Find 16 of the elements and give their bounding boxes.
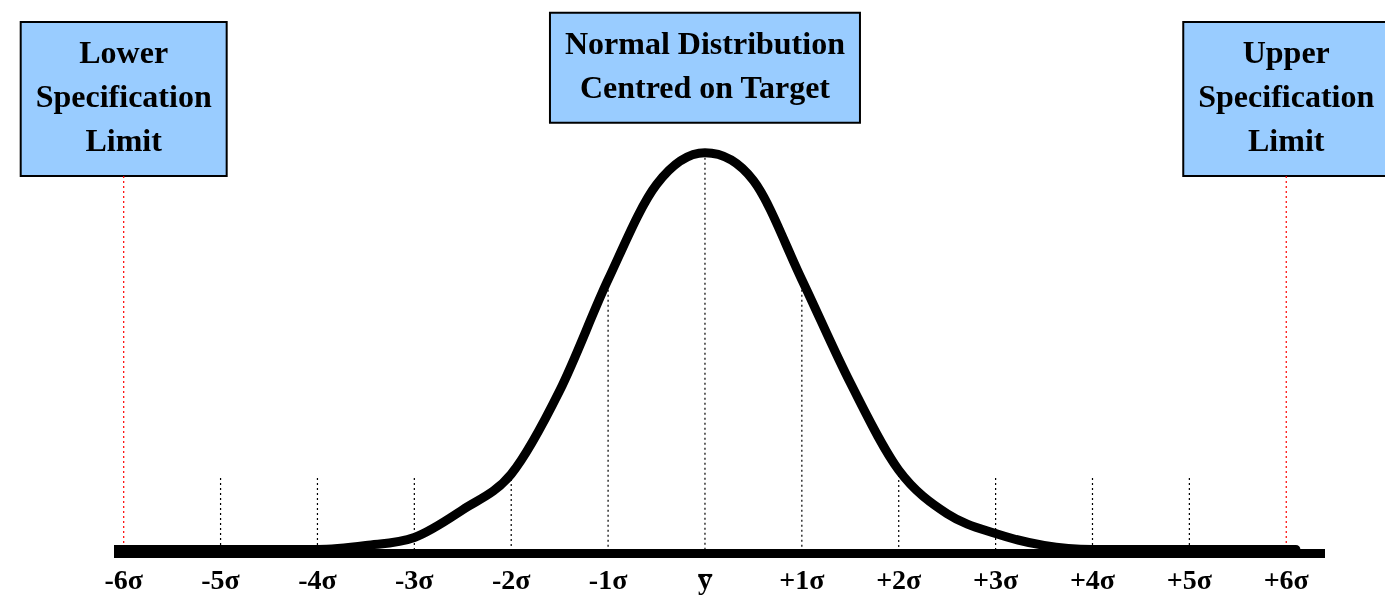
x-tick-label: -3σ (395, 564, 435, 596)
x-tick-label: +3σ (973, 564, 1019, 596)
x-tick-label: +5σ (1166, 564, 1213, 596)
x-tick-label: -2σ (491, 564, 532, 596)
annotation: Normal Distribution Centred on Target (564, 25, 846, 106)
x-tick-label: y̅ (697, 564, 714, 596)
x-tick-label: +2σ (876, 564, 923, 596)
x-tick-label: +1σ (779, 564, 826, 596)
ref-line-label: Lower Specification Limit (35, 34, 212, 159)
x-tick-label: -5σ (201, 564, 241, 596)
x-tick-label: -4σ (298, 564, 338, 596)
x-tick-label: -6σ (104, 564, 144, 596)
x-tick-label: +4σ (1069, 564, 1116, 596)
x-tick-label: -1σ (588, 564, 629, 596)
ref-line-label: Upper Specification Limit (1198, 34, 1375, 159)
x-tick-label: +6σ (1263, 564, 1310, 596)
